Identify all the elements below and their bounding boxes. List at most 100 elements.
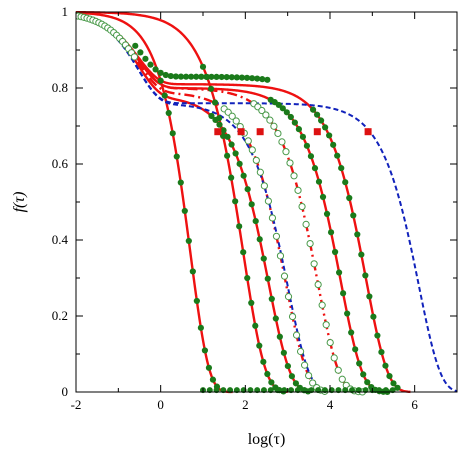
data-point xyxy=(288,312,297,321)
data-point xyxy=(199,63,207,70)
data-point xyxy=(338,375,346,383)
data-point xyxy=(252,322,259,329)
data-point xyxy=(276,333,283,340)
data-point xyxy=(228,112,236,120)
data-point xyxy=(185,237,192,245)
data-point xyxy=(356,360,363,367)
data-point xyxy=(208,112,215,120)
data-point xyxy=(309,106,317,113)
data-point xyxy=(374,332,381,339)
data-point xyxy=(364,379,371,386)
data-point xyxy=(382,362,389,369)
data-point xyxy=(274,129,282,138)
data-point xyxy=(264,275,271,282)
y-tick-label: 0.4 xyxy=(52,232,69,247)
data-point xyxy=(266,116,274,124)
data-point xyxy=(244,137,252,145)
data-point xyxy=(315,178,323,185)
data-point xyxy=(336,269,343,276)
data-point xyxy=(307,153,315,160)
data-point xyxy=(157,77,164,84)
data-point xyxy=(338,165,345,172)
data-point xyxy=(220,127,227,134)
data-point xyxy=(260,182,268,190)
data-point xyxy=(278,138,286,146)
data-point xyxy=(291,119,298,126)
data-point xyxy=(327,229,335,236)
data-point xyxy=(205,364,213,371)
data-point xyxy=(284,293,293,301)
x-tick-label: 6 xyxy=(411,397,418,412)
data-point xyxy=(299,133,307,140)
data-point xyxy=(223,73,230,81)
data-point xyxy=(286,159,294,167)
data-point xyxy=(264,370,271,378)
data-point xyxy=(310,260,318,268)
data-point xyxy=(197,324,204,331)
data-point xyxy=(360,371,367,378)
data-point xyxy=(248,201,255,208)
data-point xyxy=(284,362,291,370)
data-point xyxy=(295,126,302,133)
data-point xyxy=(162,71,169,79)
data-point xyxy=(292,331,301,339)
data-point xyxy=(280,349,287,356)
data-point xyxy=(165,109,172,117)
data-point xyxy=(326,338,334,347)
data-point xyxy=(181,207,188,215)
data-point xyxy=(279,105,286,112)
data-point xyxy=(182,73,190,80)
data-point xyxy=(232,198,239,205)
data-point xyxy=(254,75,261,82)
data-point xyxy=(236,160,243,167)
data-point xyxy=(208,73,215,80)
axes: -2 0 2 4 600.20.40.60.81 xyxy=(52,4,458,412)
data-point xyxy=(252,156,260,164)
data-point xyxy=(172,73,180,80)
data-point xyxy=(330,354,338,362)
data-point xyxy=(132,42,139,49)
data-point xyxy=(248,299,255,306)
data-point xyxy=(344,310,351,317)
data-point xyxy=(330,141,337,148)
data-point xyxy=(244,274,251,282)
red-marker xyxy=(256,128,264,136)
data-point xyxy=(188,73,195,80)
data-point xyxy=(331,248,339,256)
fit-line-0 xyxy=(76,11,233,394)
data-point xyxy=(262,111,270,119)
data-point xyxy=(322,321,330,329)
data-point xyxy=(303,142,311,149)
data-point xyxy=(268,214,277,222)
data-point xyxy=(212,116,219,124)
data-point xyxy=(232,150,239,157)
data-point xyxy=(280,272,289,280)
data-point xyxy=(334,152,341,159)
data-point xyxy=(288,373,295,380)
data-point xyxy=(283,109,290,116)
y-tick-label: 0 xyxy=(62,384,69,399)
data-point xyxy=(290,172,298,180)
data-point xyxy=(130,53,139,61)
plot-area xyxy=(76,10,457,396)
data-point xyxy=(306,239,314,248)
data-point xyxy=(386,373,393,380)
data-point xyxy=(311,165,319,172)
data-point xyxy=(340,290,347,297)
data-point xyxy=(218,73,225,81)
data-point xyxy=(358,251,365,258)
data-point xyxy=(240,172,247,179)
y-tick-label: 1 xyxy=(62,4,69,19)
data-point xyxy=(216,121,223,128)
data-point xyxy=(260,255,267,262)
data-point xyxy=(264,197,273,205)
fit-line-5 xyxy=(76,14,390,394)
data-point xyxy=(249,75,256,82)
fit-line-8 xyxy=(76,15,457,393)
data-point xyxy=(366,293,373,300)
data-point xyxy=(314,280,322,289)
data-point xyxy=(272,315,279,322)
data-point xyxy=(157,69,164,76)
data-point xyxy=(256,342,263,349)
